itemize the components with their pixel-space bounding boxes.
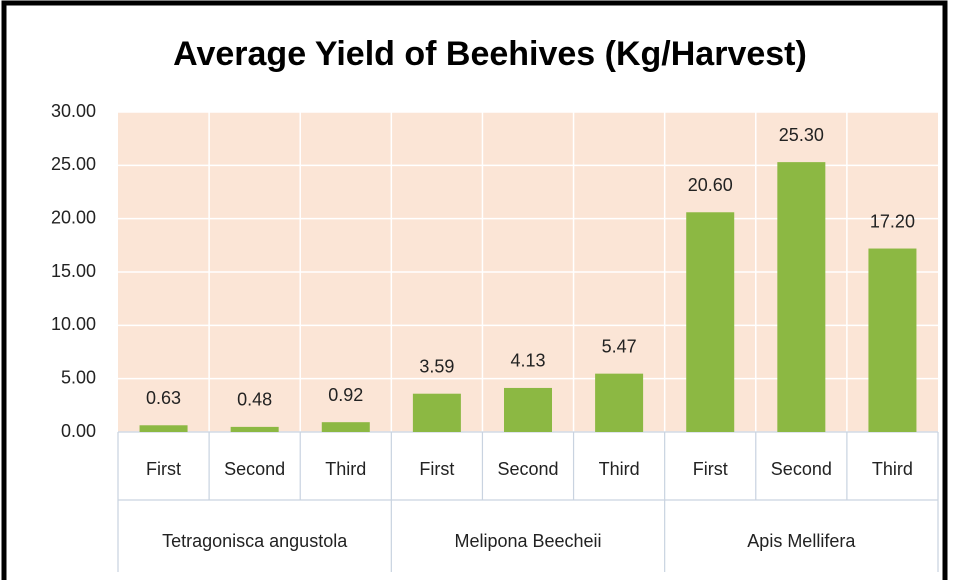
y-tick-label: 10.00 xyxy=(51,314,96,334)
data-label: 17.20 xyxy=(870,211,915,231)
bar xyxy=(321,422,370,432)
data-label: 3.59 xyxy=(419,356,454,376)
y-tick-label: 0.00 xyxy=(61,421,96,441)
data-label: 4.13 xyxy=(510,351,545,371)
group-label: Apis Mellifera xyxy=(747,531,856,551)
x-tick-label: Third xyxy=(325,459,366,479)
y-tick-label: 5.00 xyxy=(61,367,96,387)
bar xyxy=(868,248,917,432)
data-label: 0.48 xyxy=(237,390,272,410)
bar xyxy=(777,162,826,432)
data-label: 20.60 xyxy=(688,175,733,195)
data-label: 0.92 xyxy=(328,385,363,405)
data-label: 5.47 xyxy=(602,336,637,356)
bar xyxy=(686,212,735,432)
y-tick-label: 15.00 xyxy=(51,261,96,281)
x-tick-label: First xyxy=(419,459,454,479)
bar xyxy=(412,393,461,432)
group-label: Tetragonisca angustola xyxy=(162,531,348,551)
x-tick-label: Second xyxy=(497,459,558,479)
chart-title: Average Yield of Beehives (Kg/Harvest) xyxy=(173,35,807,73)
x-tick-label: Second xyxy=(771,459,832,479)
bar xyxy=(595,373,644,432)
x-tick-label: Third xyxy=(599,459,640,479)
x-tick-label: First xyxy=(693,459,728,479)
y-tick-label: 30.00 xyxy=(51,101,96,121)
data-label: 25.30 xyxy=(779,125,824,145)
bar xyxy=(139,425,188,432)
y-tick-label: 25.00 xyxy=(51,154,96,174)
bar xyxy=(230,426,279,432)
x-tick-label: First xyxy=(146,459,181,479)
y-tick-label: 20.00 xyxy=(51,207,96,227)
group-label: Melipona Beecheii xyxy=(454,531,601,551)
x-tick-label: Third xyxy=(872,459,913,479)
data-label: 0.63 xyxy=(146,388,181,408)
x-tick-label: Second xyxy=(224,459,285,479)
bar xyxy=(504,387,552,432)
